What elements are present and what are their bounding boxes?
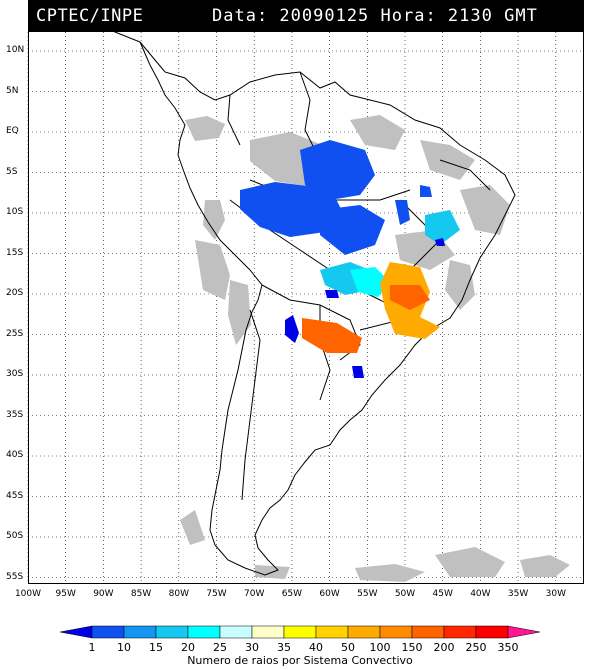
system-cyan-1	[350, 267, 390, 297]
map-frame	[28, 32, 584, 584]
colorbar-segment	[91, 625, 125, 639]
lat-label: 5N	[6, 85, 19, 96]
lat-label: 35S	[6, 409, 24, 420]
lat-label: 20S	[6, 288, 24, 298]
lat-label: 25S	[6, 328, 24, 339]
lat-label: 15S	[6, 247, 24, 258]
lon-label: 95W	[55, 589, 76, 599]
colorbar-tick-label: 10	[117, 641, 131, 654]
system-dark-orange-2	[390, 285, 430, 310]
colorbar-segment	[283, 625, 317, 639]
lat-label: 5S	[6, 166, 18, 177]
lon-label: 75W	[206, 589, 227, 599]
lon-label: 50W	[394, 589, 416, 599]
lat-label: 10N	[6, 45, 25, 55]
system-dark-blue-3	[325, 290, 339, 298]
lon-label: 40W	[470, 589, 491, 599]
datetime-label: Data: 20090125 Hora: 2130 GMT	[212, 6, 538, 26]
colorbar-segment	[123, 625, 157, 639]
colorbar-segment	[251, 625, 285, 639]
system-blue-4	[395, 200, 410, 225]
colorbar-segment	[411, 625, 445, 639]
system-dark-orange-1	[302, 318, 362, 353]
colorbar-tick-label: 250	[465, 641, 487, 654]
colorbar-segment	[155, 625, 189, 639]
colorbar-tick-label: 25	[213, 641, 227, 654]
coastline	[109, 29, 516, 576]
convective-systems	[240, 140, 460, 378]
system-dark-blue-4	[352, 366, 364, 378]
lon-label: 45W	[432, 589, 453, 599]
colorbar	[59, 625, 541, 639]
lat-label: 40S	[6, 450, 24, 460]
graticule	[27, 32, 584, 584]
lat-label: 30S	[6, 369, 24, 379]
lon-label: 80W	[168, 589, 189, 599]
colorbar-segment	[443, 625, 477, 639]
colorbar-tick-label: 35	[277, 641, 291, 654]
lat-label: 55S	[6, 571, 24, 582]
colorbar-tick-label: 150	[401, 641, 423, 654]
system-dark-blue-5	[435, 238, 445, 246]
title-bar: CPTEC/INPE Data: 20090125 Hora: 2130 GMT	[28, 0, 584, 32]
lon-label: 60W	[319, 589, 340, 599]
system-light-blue-1	[425, 210, 460, 245]
cloud-cover	[180, 115, 570, 582]
colorbar-segment	[59, 625, 93, 639]
system-blue-5	[420, 185, 432, 197]
lon-label: 35W	[507, 589, 529, 599]
colorbar-segment	[475, 625, 509, 639]
source-label: CPTEC/INPE	[36, 6, 144, 26]
colorbar-segment	[347, 625, 381, 639]
lat-label: 10S	[6, 207, 24, 217]
lon-label: 100W	[14, 589, 42, 599]
colorbar-tick-label: 40	[309, 641, 323, 654]
colorbar-segment	[315, 625, 349, 639]
colorbar-segment	[507, 625, 541, 639]
colorbar-tick-label: 1	[88, 641, 96, 654]
system-dark-blue-2	[285, 315, 299, 343]
colorbar-tick-label: 100	[369, 641, 391, 654]
colorbar-tick-label: 15	[149, 641, 163, 654]
colorbar-tick-label: 350	[497, 641, 519, 654]
colorbar-segment	[219, 625, 253, 639]
lat-label: EQ	[6, 126, 19, 136]
lon-label: 65W	[281, 589, 303, 599]
lon-label: 55W	[357, 589, 378, 599]
colorbar-tick-label: 200	[433, 641, 455, 654]
lon-label: 90W	[93, 589, 114, 599]
lat-label: 45S	[6, 490, 24, 501]
colorbar-tick-label: 30	[245, 641, 259, 654]
lon-label: 30W	[545, 589, 566, 599]
colorbar-segment	[187, 625, 221, 639]
lat-label: 50S	[6, 531, 24, 541]
system-dark-blue-1	[240, 182, 345, 237]
colorbar-tick-label: 50	[341, 641, 355, 654]
system-blue-2	[300, 140, 375, 200]
lon-label: 85W	[130, 589, 152, 599]
colorbar-segment	[379, 625, 413, 639]
colorbar-caption: Numero de raios por Sistema Convectivo	[187, 654, 413, 667]
system-blue-3	[320, 205, 385, 255]
colorbar-tick-label: 20	[181, 641, 195, 654]
lon-label: 70W	[244, 589, 265, 599]
